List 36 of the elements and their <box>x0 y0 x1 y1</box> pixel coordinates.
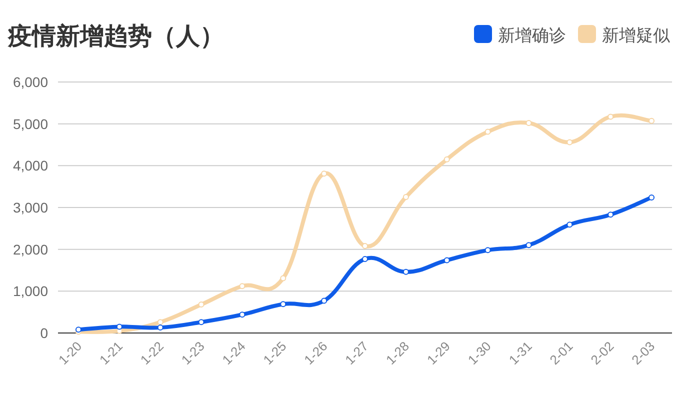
point <box>402 194 409 200</box>
point <box>239 312 246 318</box>
point <box>608 114 614 120</box>
point <box>526 242 532 248</box>
point <box>566 139 573 146</box>
y-tick-label: 6,000 <box>12 74 48 90</box>
y-tick-label: 5,000 <box>12 116 48 132</box>
point <box>484 247 491 254</box>
y-tick-label: 1,000 <box>12 283 48 300</box>
point <box>484 128 491 135</box>
point <box>280 301 286 308</box>
y-tick-label: 4,000 <box>12 158 48 174</box>
point <box>608 212 614 218</box>
legend-label: 新增疑似 <box>602 26 670 45</box>
x-tick-label: 1-21 <box>96 338 126 368</box>
point <box>648 194 655 200</box>
point <box>198 302 204 308</box>
chart-title: 疫情新增趋势（人） <box>7 23 224 50</box>
point <box>362 256 368 262</box>
point <box>198 319 204 326</box>
point <box>526 120 532 126</box>
point <box>157 319 164 326</box>
point <box>444 257 450 264</box>
legend-label: 新增确诊 <box>498 26 566 45</box>
point <box>280 275 286 282</box>
point <box>239 283 246 290</box>
y-tick-label: 0 <box>40 325 48 341</box>
y-tick-label: 3,000 <box>12 200 48 216</box>
y-tick-label: 2,000 <box>12 241 48 258</box>
point <box>362 242 368 249</box>
x-tick-label: 1-31 <box>506 338 535 368</box>
point <box>566 222 573 228</box>
point <box>444 156 450 162</box>
point <box>648 118 655 124</box>
point <box>321 298 328 304</box>
point <box>321 170 328 177</box>
